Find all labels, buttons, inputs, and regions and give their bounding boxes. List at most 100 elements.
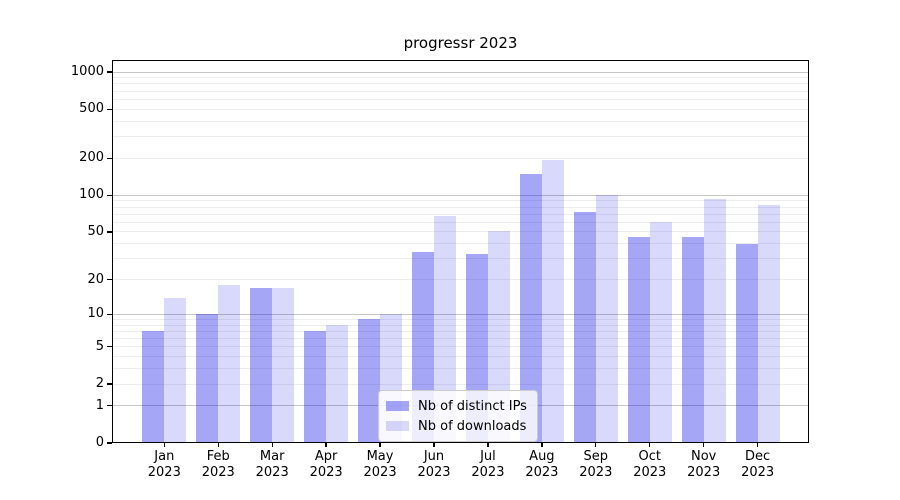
x-tick-apr [325,443,327,447]
x-tick-jan [163,443,165,447]
x-tick-label-apr: Apr 2023 [298,449,354,481]
y-tick-50 [107,231,112,233]
x-tick-label-nov: Nov 2023 [676,449,732,481]
legend-label-downloads: Nb of downloads [418,418,527,434]
bar-downloads-apr [326,325,349,443]
gridline-minor-400 [112,120,809,122]
x-tick-label-aug: Aug 2023 [514,449,570,481]
y-tick-2 [107,383,112,385]
bar-distinct-ips-oct [627,237,650,443]
x-label-month: Dec [745,449,771,464]
x-tick-label-dec: Dec 2023 [730,449,786,481]
legend-swatch-distinct-ips [386,401,409,411]
y-tick-10 [107,313,112,315]
bar-distinct-ips-may [358,319,381,443]
x-tick-label-may: May 2023 [352,449,408,481]
bar-downloads-mar [272,287,295,443]
x-label-month: Nov [691,449,717,464]
legend-swatch-downloads [386,421,409,431]
bar-distinct-ips-apr [304,331,327,443]
x-label-month: Aug [529,449,555,464]
y-tick-label-20: 20 [87,271,104,287]
bar-distinct-ips-sep [573,211,596,443]
gridline-minor-8 [112,324,809,326]
x-label-year: 2023 [687,465,721,480]
gridline-major-100 [112,194,809,196]
y-tick-100 [107,194,112,196]
plot-area: Nb of distinct IPs Nb of downloads [112,60,809,443]
x-label-year: 2023 [255,465,289,480]
gridline-minor-900 [112,77,809,79]
gridline-major-10 [112,313,809,315]
x-label-year: 2023 [525,465,559,480]
gridline-minor-9 [112,318,809,320]
x-label-year: 2023 [579,465,613,480]
x-tick-feb [217,443,219,447]
bar-downloads-sep [595,194,618,443]
legend: Nb of distinct IPs Nb of downloads [378,390,538,442]
x-tick-label-sep: Sep 2023 [568,449,624,481]
x-label-year: 2023 [201,465,235,480]
x-label-month: May [366,449,394,464]
x-tick-label-jun: Jun 2023 [406,449,462,481]
gridline-minor-3 [112,368,809,370]
x-tick-label-feb: Feb 2023 [190,449,246,481]
y-tick-label-0: 0 [95,435,104,450]
gridline-minor-50 [112,231,809,233]
legend-item-downloads: Nb of downloads [386,416,527,436]
bar-downloads-jul [487,230,510,443]
x-tick-label-jul: Jul 2023 [460,449,516,481]
gridline-minor-500 [112,108,809,110]
bar-downloads-jan [164,297,187,443]
y-tick-5 [107,346,112,348]
x-tick-label-mar: Mar 2023 [244,449,300,481]
bar-distinct-ips-mar [250,287,273,443]
legend-label-distinct-ips: Nb of distinct IPs [418,398,527,414]
gridline-minor-4 [112,356,809,358]
y-tick-20 [107,278,112,281]
x-label-month: Jul [480,449,496,464]
gridline-minor-20 [112,279,809,280]
gridline-minor-800 [112,83,809,85]
gridline-minor-600 [112,98,809,100]
gridline-minor-70 [112,213,809,215]
bar-distinct-ips-jan [142,331,165,443]
x-tick-mar [271,443,273,447]
gridline-minor-30 [112,258,809,260]
chart-title: progressr 2023 [403,34,518,52]
gridline-minor-6 [112,338,809,339]
x-label-year: 2023 [363,465,397,480]
x-label-month: Feb [206,449,230,464]
y-tick-label-500: 500 [79,101,104,117]
y-tick-label-1000: 1000 [70,64,104,79]
y-tick-500 [107,108,112,110]
bar-downloads-jun [434,215,456,443]
x-tick-label-oct: Oct 2023 [622,449,678,481]
bar-downloads-aug [541,159,564,443]
bar-downloads-oct [649,222,672,443]
y-tick-label-2: 2 [95,376,104,391]
bar-distinct-ips-dec [735,243,758,443]
x-tick-label-jan: Jan 2023 [136,449,192,481]
gridline-minor-700 [112,90,809,92]
y-tick-1000 [107,71,112,73]
y-tick-label-10: 10 [87,306,104,322]
gridline-minor-2 [112,383,809,385]
gridline-minor-80 [112,206,809,208]
y-tick-label-200: 200 [79,150,104,166]
x-label-year: 2023 [147,465,181,480]
x-tick-nov [703,443,705,447]
x-label-month: Apr [314,449,338,464]
gridline-minor-5 [112,346,809,348]
bar-downloads-feb [218,284,241,443]
y-tick-label-5: 5 [95,338,104,354]
x-tick-oct [649,443,651,447]
x-label-month: Jan [154,449,175,464]
x-tick-aug [541,443,543,447]
x-tick-jul [487,443,489,447]
x-label-month: Oct [638,449,661,464]
y-tick-0 [107,442,112,444]
gridline-minor-90 [112,200,809,202]
x-tick-may [379,443,381,447]
